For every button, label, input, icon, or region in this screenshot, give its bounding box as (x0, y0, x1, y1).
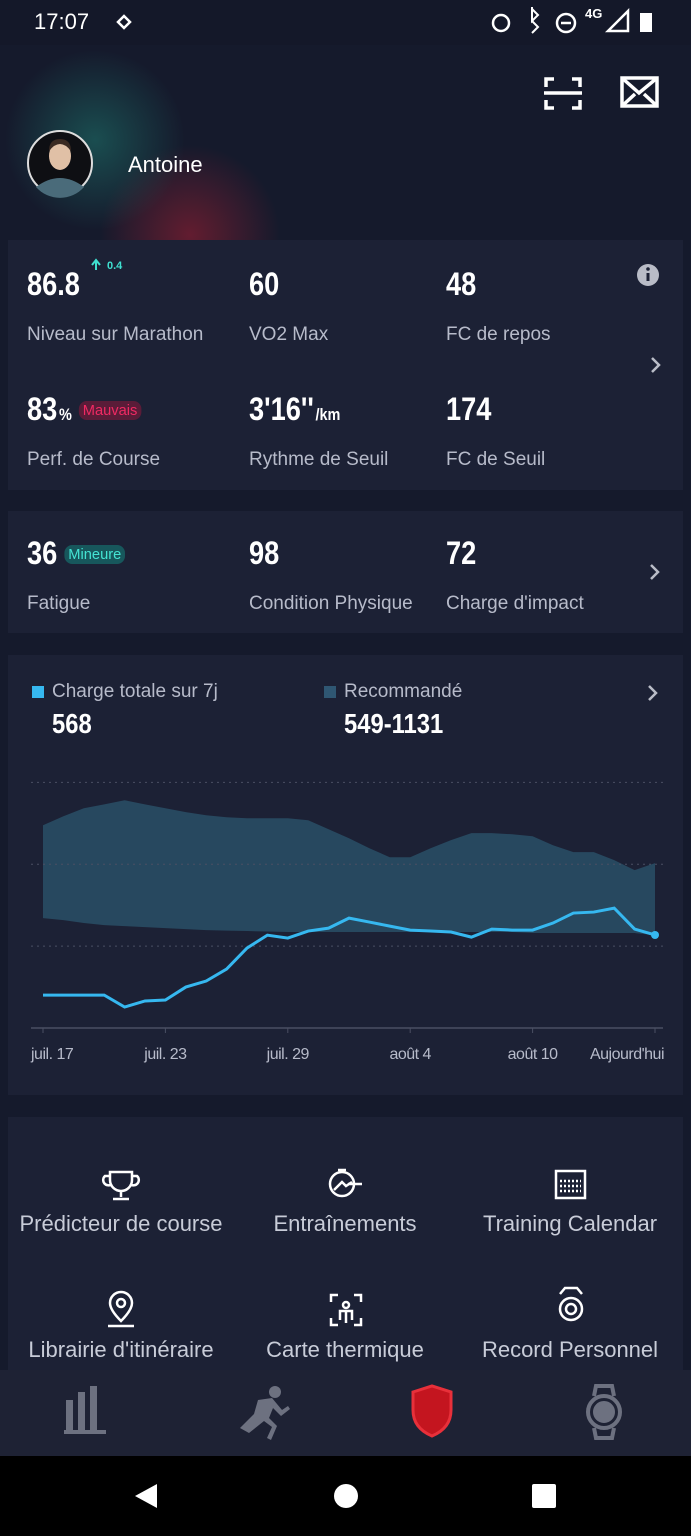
metric-value: 36 Mineure (27, 535, 125, 572)
metric-label: VO2 Max (249, 324, 329, 345)
metric-number: 60 (249, 266, 280, 302)
last-point (651, 930, 659, 939)
action-label[interactable]: Prédicteur de course (19, 1211, 223, 1236)
metric-number: 98 (249, 535, 280, 571)
nav-watch[interactable] (586, 1384, 622, 1440)
condition-card[interactable] (8, 511, 683, 633)
metric-label: Condition Physique (249, 593, 413, 614)
metric-value: 72 (446, 535, 476, 572)
nav-shield[interactable] (411, 1384, 453, 1438)
legend-summary: 568 (52, 708, 92, 739)
legend-name: Recommandé (344, 681, 463, 702)
legend-name: Charge totale sur 7j (52, 681, 218, 702)
load-chart: juil. 17 juil. 23 juil. 29 août 4 août 10 Auj… (30, 781, 665, 1063)
x-tick-label: août 10 (508, 1046, 558, 1063)
load-line (43, 906, 656, 1009)
metric-unit: /km (315, 405, 341, 424)
metric-value: 98 (249, 535, 279, 572)
metric-badge: Mineure (64, 545, 125, 564)
action-label[interactable]: Record Personnel (481, 1337, 659, 1362)
x-tick-label: juil. 29 (266, 1046, 310, 1063)
chevron (651, 357, 661, 373)
legend-swatch (324, 686, 336, 698)
mail-button[interactable] (620, 76, 659, 108)
home-button[interactable] (334, 1484, 358, 1508)
nav-stats[interactable] (64, 1386, 106, 1434)
recommended-band (43, 800, 655, 936)
metric-number: 83 (27, 391, 58, 427)
nav-run[interactable] (240, 1386, 290, 1440)
delta-arrow (91, 258, 101, 270)
metric-label: Niveau sur Marathon (27, 324, 204, 345)
metric-badge: Mauvais (78, 401, 142, 420)
header (0, 45, 691, 240)
metrics-card[interactable] (8, 240, 683, 490)
metric-number: 72 (446, 535, 477, 571)
bottom-nav (0, 1370, 691, 1456)
metric-label: Rythme de Seuil (249, 449, 389, 470)
actions-card (8, 1117, 683, 1370)
legend-summary: 549-1131 (344, 708, 444, 739)
metric-label: Fatigue (27, 593, 91, 614)
x-tick-label: juil. 17 (30, 1046, 74, 1063)
metric-number: 36 (27, 535, 58, 571)
action-label[interactable]: Librairie d'itinéraire (28, 1337, 214, 1362)
action-label[interactable]: Training Calendar (482, 1211, 658, 1236)
header-icons (27, 76, 659, 198)
metric-delta: 0.4 (107, 260, 123, 272)
metric-label: FC de Seuil (446, 449, 546, 470)
action-label[interactable]: Entraînements (273, 1211, 417, 1236)
metric-number: 48 (446, 266, 477, 302)
metric-number: 86.8 (27, 266, 80, 302)
metric-value: 174 (446, 391, 491, 428)
recents-button[interactable] (532, 1484, 556, 1508)
chevron (648, 685, 658, 701)
status-time: 17:07 (34, 9, 90, 34)
metric-value: 48 (446, 266, 476, 303)
action-label[interactable]: Carte thermique (266, 1337, 424, 1362)
chevron (650, 564, 660, 580)
metric-label: FC de repos (446, 324, 551, 345)
metric-unit: % (58, 405, 72, 424)
legend-swatch (32, 686, 44, 698)
x-tick-label: Aujourd'hui (590, 1046, 664, 1063)
metric-value: 3'16''/km (249, 391, 340, 428)
status-icons (116, 7, 652, 34)
scan-button[interactable] (544, 77, 582, 110)
x-tick-label: août 4 (389, 1046, 431, 1063)
metric-label: Perf. de Course (27, 449, 161, 470)
metric-number: 3'16'' (249, 391, 314, 427)
avatar[interactable] (27, 130, 93, 198)
metric-value: 60 (249, 266, 279, 303)
user-name[interactable]: Antoine (128, 152, 203, 177)
bottom-nav-icons (64, 1384, 622, 1440)
metric-number: 174 (446, 391, 492, 427)
metric-label: Charge d'impact (446, 593, 584, 614)
system-nav-buttons (135, 1484, 556, 1508)
status-network: 4G (585, 6, 603, 21)
back-button[interactable] (135, 1484, 157, 1508)
x-tick-label: juil. 23 (143, 1046, 187, 1063)
metric-value: 86.8 (27, 266, 80, 303)
metric-value: 83% Mauvais (27, 391, 142, 428)
